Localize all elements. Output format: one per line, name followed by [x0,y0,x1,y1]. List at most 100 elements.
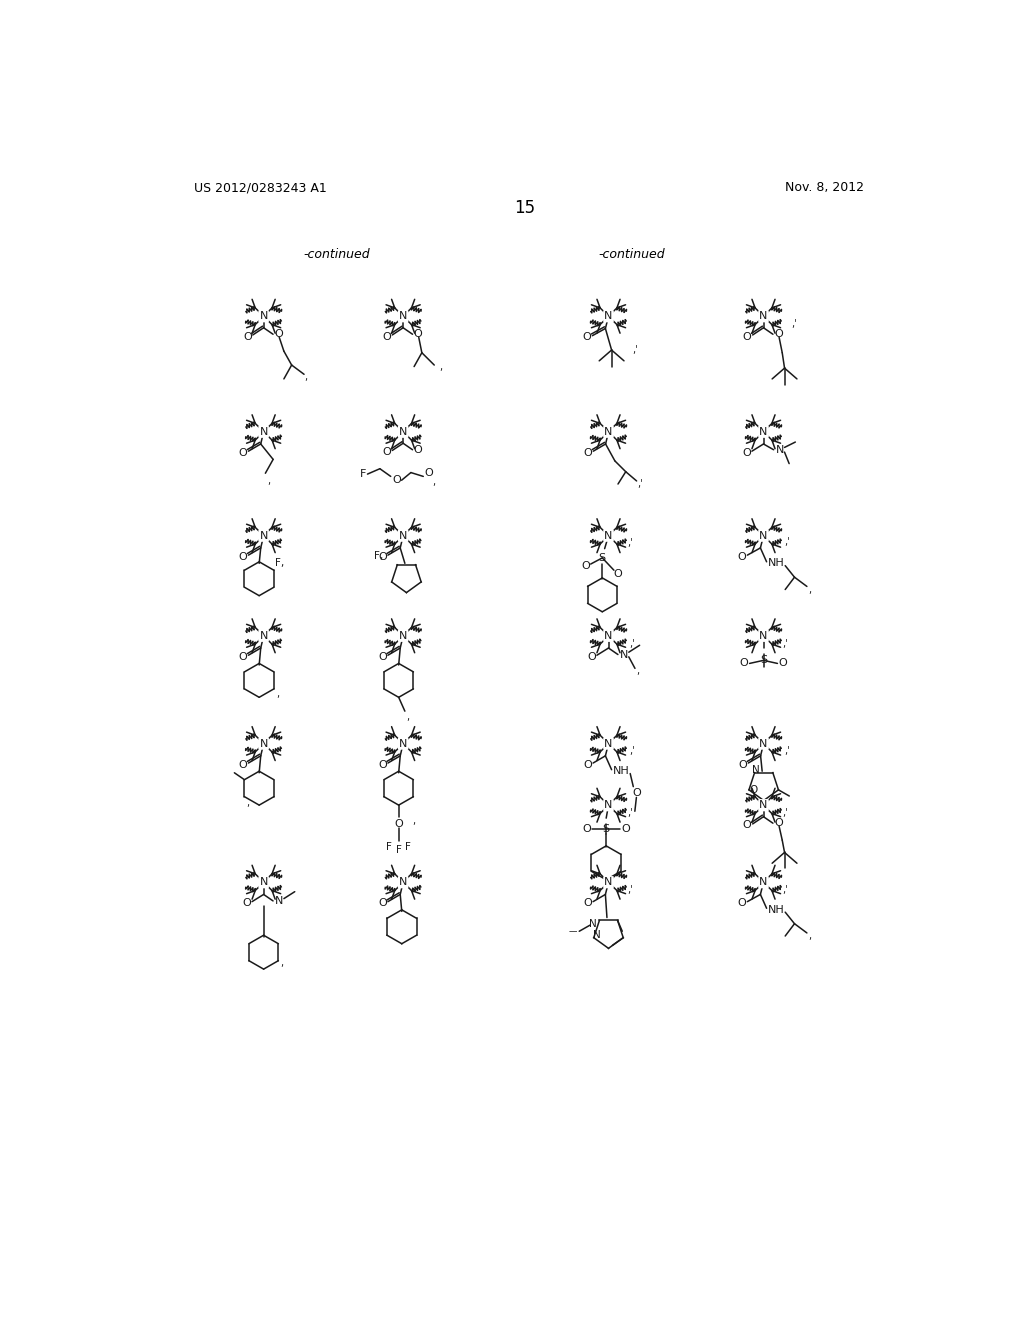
Text: NH: NH [612,766,630,776]
Text: O: O [584,759,592,770]
Text: O: O [737,552,746,562]
Text: —: — [569,927,578,936]
Text: ,: , [267,477,270,486]
Text: N: N [399,531,408,541]
Text: ,': ,' [628,884,633,895]
Text: O: O [774,818,782,828]
Text: O: O [378,552,387,562]
Text: NH: NH [768,904,784,915]
Text: N: N [399,878,408,887]
Text: ,': ,' [784,746,790,756]
Text: O: O [424,467,433,478]
Text: O: O [778,659,787,668]
Text: ,': ,' [782,884,788,895]
Text: F,: F, [374,550,383,561]
Text: N: N [399,312,408,321]
Text: N: N [604,739,612,748]
Text: N: N [760,878,768,887]
Text: ,: , [808,931,812,941]
Text: N: N [760,631,768,640]
Text: O: O [414,445,422,455]
Text: N: N [399,631,408,640]
Text: N: N [259,878,268,887]
Text: N: N [590,919,597,928]
Text: ,': ,' [632,345,638,355]
Text: ,': ,' [782,808,788,818]
Text: F,: F, [274,558,284,569]
Text: ,: , [637,667,640,676]
Text: ,: , [808,585,812,594]
Text: O: O [584,898,592,908]
Text: O: O [274,329,283,339]
Text: O: O [243,898,251,908]
Text: O: O [239,447,248,458]
Text: O: O [583,824,591,834]
Text: ,': ,' [782,639,788,648]
Text: US 2012/0283243 A1: US 2012/0283243 A1 [194,181,327,194]
Text: N: N [604,800,612,810]
Text: O: O [622,824,630,834]
Text: N: N [604,531,612,541]
Text: ,: , [432,477,435,487]
Text: F: F [395,845,401,855]
Text: O: O [394,818,403,829]
Text: O: O [739,659,749,668]
Text: ,: , [304,372,307,381]
Text: O: O [738,759,748,770]
Text: S: S [760,655,767,665]
Text: O: O [581,561,590,570]
Text: N: N [760,312,768,321]
Text: N: N [620,649,629,660]
Text: O: O [750,785,758,795]
Text: O: O [392,475,401,486]
Text: F: F [406,842,411,851]
Text: N: N [259,426,268,437]
Text: O: O [382,447,391,457]
Text: ,: , [407,713,410,722]
Text: N: N [399,739,408,748]
Text: Nov. 8, 2012: Nov. 8, 2012 [785,181,864,194]
Text: O: O [378,898,387,908]
Text: O: O [239,552,248,562]
Text: F: F [359,469,366,479]
Text: N: N [259,531,268,541]
Text: ,': ,' [629,639,635,648]
Text: O: O [774,329,782,339]
Text: ,': ,' [784,537,790,546]
Text: N: N [259,312,268,321]
Text: O: O [378,652,387,661]
Text: N: N [760,800,768,810]
Text: 15: 15 [514,199,536,218]
Text: N: N [259,739,268,748]
Text: ,': ,' [628,539,633,548]
Text: N: N [604,312,612,321]
Text: O: O [378,759,387,770]
Text: O: O [243,331,252,342]
Text: O: O [239,652,248,661]
Text: O: O [632,788,641,797]
Text: ,: , [247,797,250,808]
Text: S: S [602,824,609,834]
Text: O: O [742,331,752,342]
Text: O: O [239,759,248,770]
Text: N: N [259,631,268,640]
Text: N: N [760,739,768,748]
Text: O: O [737,898,746,908]
Text: O: O [742,821,752,830]
Text: O: O [583,333,591,342]
Text: N: N [753,764,760,775]
Text: ,: , [281,958,284,968]
Text: ,: , [413,816,416,825]
Text: N: N [604,426,612,437]
Text: -continued: -continued [598,248,665,261]
Text: ,: , [439,363,442,372]
Text: ,': ,' [637,479,642,488]
Text: O: O [613,569,623,579]
Text: N: N [604,631,612,640]
Text: N: N [399,426,408,437]
Text: F: F [386,842,392,851]
Text: S: S [599,553,606,562]
Text: ,': ,' [792,319,798,329]
Text: ,: , [276,689,280,700]
Text: N: N [604,878,612,887]
